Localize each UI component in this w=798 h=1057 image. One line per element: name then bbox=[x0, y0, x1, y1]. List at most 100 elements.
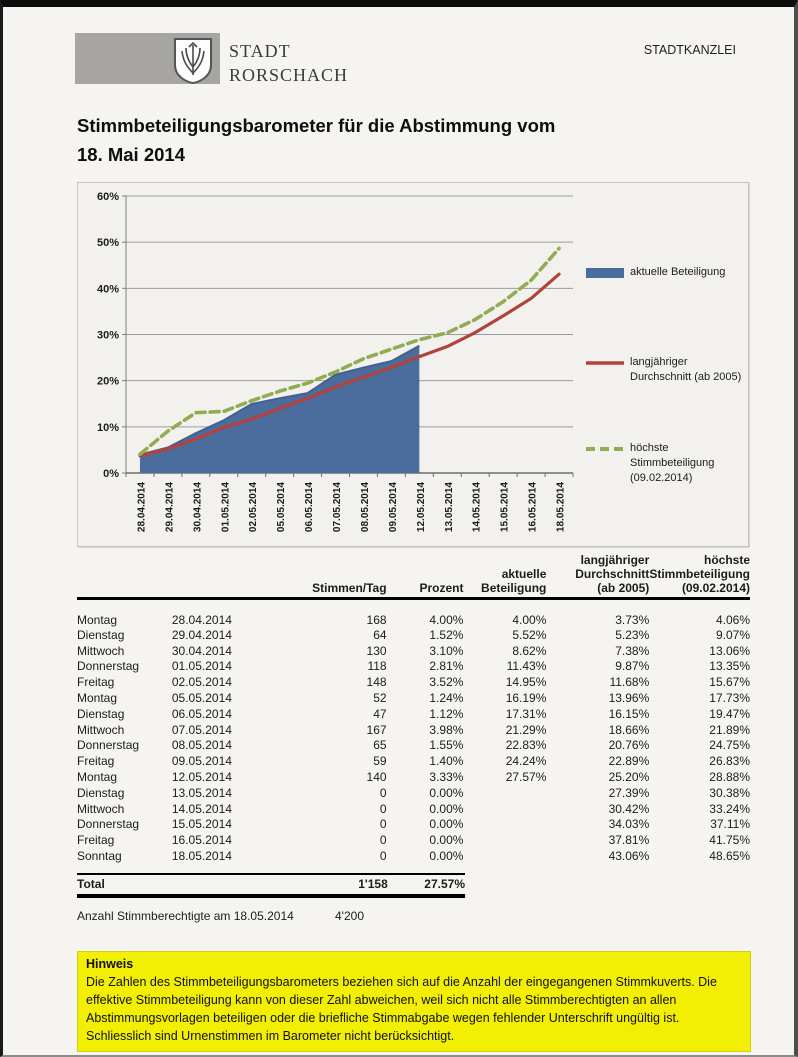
dashed-line-swatch-icon bbox=[586, 447, 624, 451]
cell-aktuelle bbox=[463, 848, 546, 864]
page-title-line1: Stimmbeteiligungsbarometer für die Absti… bbox=[77, 115, 556, 136]
y-tick-label: 30% bbox=[97, 330, 119, 342]
cell-stimmen: 64 bbox=[373, 627, 387, 642]
total-prozent: 27.57% bbox=[424, 877, 465, 891]
cell-date: 18.05.2014 bbox=[171, 849, 232, 864]
note-title: Hinweis bbox=[86, 957, 134, 971]
cell-hoechste: 15.67% bbox=[709, 675, 750, 690]
cell-durchschnitt: 34.03% bbox=[608, 817, 650, 832]
header-aktuelle: aktuelle Beteiligung bbox=[481, 567, 547, 595]
cell-prozent: 0.00% bbox=[429, 849, 464, 864]
cell-hoechste: 30.38% bbox=[709, 785, 750, 800]
line-series bbox=[138, 272, 561, 458]
eligible-voters-value: 4'200 bbox=[335, 909, 364, 923]
header-hoechste: höchste Stimmbeteiligung (09.02.2014) bbox=[649, 553, 750, 595]
cell-stimmen: 118 bbox=[367, 659, 387, 674]
total-label: Total bbox=[77, 877, 105, 891]
chart-legend: aktuelle Beteiligung langjähriger Durchs… bbox=[586, 183, 746, 546]
cell-prozent: 1.24% bbox=[429, 691, 464, 706]
cell-date: 09.05.2014 bbox=[171, 754, 232, 769]
cell-durchschnitt: 43.06% bbox=[608, 849, 650, 864]
note-box: Hinweis Die Zahlen des Stimmbeteiligungs… bbox=[77, 951, 751, 1052]
cell-day: Freitag bbox=[77, 833, 115, 848]
cell-day: Mittwoch bbox=[77, 722, 125, 737]
cell-prozent: 4.00% bbox=[429, 613, 464, 627]
cell-durchschnitt: 22.89% bbox=[608, 754, 650, 769]
cell-prozent: 0.00% bbox=[429, 801, 464, 816]
x-tick-label: 14.05.2014 bbox=[472, 482, 483, 532]
logo-line1: STADT bbox=[229, 41, 291, 61]
table-row: Donnerstag 01.05.2014 118 2.81% 11.43% 9.87% 1… bbox=[77, 659, 750, 675]
cell-date: 30.04.2014 bbox=[171, 643, 232, 658]
cell-aktuelle: 5.52% bbox=[512, 627, 547, 642]
cell-hoechste: 21.89% bbox=[709, 722, 750, 737]
cell-hoechste: 26.83% bbox=[709, 754, 750, 769]
eligible-voters-label: Anzahl Stimmberechtigte am 18.05.2014 bbox=[77, 909, 294, 923]
cell-day: Freitag bbox=[77, 754, 115, 769]
y-tick-label: 20% bbox=[97, 376, 119, 388]
x-tick-label: 30.04.2014 bbox=[192, 482, 203, 532]
cell-prozent: 0.00% bbox=[429, 833, 464, 848]
cell-date: 15.05.2014 bbox=[171, 817, 232, 832]
page-title: Stimmbeteiligungsbarometer für die Absti… bbox=[77, 111, 697, 169]
cell-hoechste: 24.75% bbox=[709, 738, 750, 753]
table-row: Donnerstag 15.05.2014 0 0.00% 34.03% 37.11% bbox=[77, 817, 750, 833]
x-tick-label: 29.04.2014 bbox=[164, 482, 175, 532]
cell-date: 13.05.2014 bbox=[171, 785, 232, 800]
legend-item-durchschnitt: langjähriger Durchschnitt (ab 2005) bbox=[586, 355, 746, 385]
area-series-edge bbox=[139, 344, 420, 456]
cell-date: 07.05.2014 bbox=[171, 722, 232, 737]
cell-aktuelle: 11.43% bbox=[506, 659, 547, 674]
table-row: Mittwoch 07.05.2014 167 3.98% 21.29% 18.66% 21… bbox=[77, 722, 750, 738]
line-swatch-icon bbox=[586, 361, 624, 365]
cell-aktuelle bbox=[463, 832, 546, 848]
cell-day: Dienstag bbox=[77, 785, 125, 800]
cell-date: 02.05.2014 bbox=[171, 675, 232, 690]
legend-item-hoechste: höchste Stimmbeteiligung (09.02.2014) bbox=[586, 441, 746, 486]
cell-date: 12.05.2014 bbox=[171, 770, 232, 785]
table-row: Freitag 16.05.2014 0 0.00% 37.81% 41.75% bbox=[77, 832, 750, 848]
coat-of-arms-icon bbox=[174, 38, 212, 84]
cell-day: Mittwoch bbox=[77, 643, 125, 658]
x-tick-label: 12.05.2014 bbox=[416, 482, 427, 532]
header-day bbox=[77, 553, 172, 599]
header-date bbox=[172, 553, 292, 599]
cell-stimmen: 65 bbox=[373, 738, 387, 753]
x-tick-label: 09.05.2014 bbox=[388, 482, 399, 532]
cell-date: 05.05.2014 bbox=[171, 691, 232, 706]
cell-durchschnitt: 20.76% bbox=[608, 738, 650, 753]
cell-stimmen: 0 bbox=[379, 817, 387, 832]
cell-stimmen: 168 bbox=[366, 613, 387, 627]
x-tick-label: 07.05.2014 bbox=[332, 482, 343, 532]
x-tick-label: 06.05.2014 bbox=[304, 482, 315, 532]
cell-durchschnitt: 11.68% bbox=[609, 675, 650, 690]
table-row: Freitag 09.05.2014 59 1.40% 24.24% 22.89% 26.8… bbox=[77, 753, 750, 769]
x-tick-label: 28.04.2014 bbox=[136, 482, 147, 532]
legend-label: aktuelle Beteiligung bbox=[630, 266, 726, 278]
cell-hoechste: 41.75% bbox=[709, 833, 750, 848]
cell-aktuelle: 22.83% bbox=[505, 738, 547, 753]
cell-hoechste: 48.65% bbox=[709, 849, 750, 864]
cell-durchschnitt: 25.20% bbox=[608, 770, 650, 785]
cell-day: Montag bbox=[77, 691, 118, 706]
cell-stimmen: 0 bbox=[379, 849, 387, 864]
table-row: Montag 28.04.2014 168 4.00% 4.00% 3.73% 4.06% bbox=[77, 599, 750, 627]
logo-text: STADT RORSCHACH bbox=[229, 39, 348, 87]
cell-stimmen: 0 bbox=[379, 785, 387, 800]
cell-stimmen: 52 bbox=[373, 691, 387, 706]
cell-hoechste: 28.88% bbox=[709, 770, 750, 785]
table-row: Montag 12.05.2014 140 3.33% 27.57% 25.20% 28.8… bbox=[77, 769, 750, 785]
cell-prozent: 1.40% bbox=[429, 754, 464, 769]
cell-hoechste: 13.35% bbox=[709, 659, 750, 674]
total-row: Total 1'158 27.57% bbox=[77, 873, 465, 898]
cell-stimmen: 130 bbox=[366, 643, 387, 658]
cell-day: Dienstag bbox=[77, 706, 125, 721]
header-prozent: Prozent bbox=[419, 581, 464, 595]
cell-aktuelle: 17.31% bbox=[505, 706, 547, 721]
cell-prozent: 0.00% bbox=[429, 817, 464, 832]
x-tick-label: 01.05.2014 bbox=[220, 482, 231, 532]
cell-aktuelle bbox=[463, 801, 546, 817]
x-tick-label: 16.05.2014 bbox=[528, 482, 539, 532]
cell-day: Freitag bbox=[77, 675, 115, 690]
